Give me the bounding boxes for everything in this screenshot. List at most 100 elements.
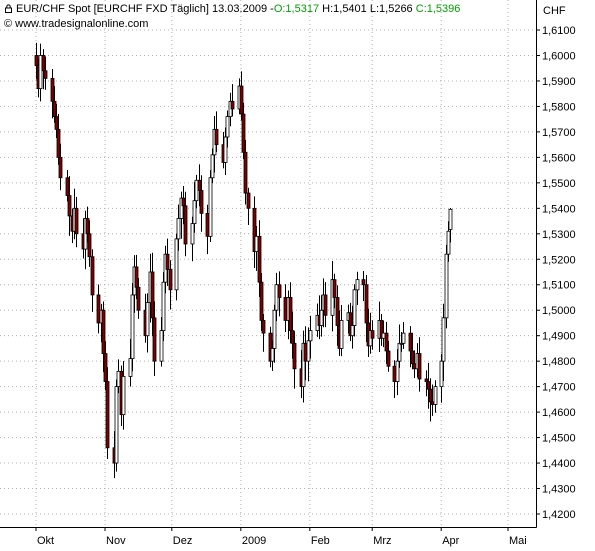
y-tick-label: 1,4900 [542,331,576,343]
candle-body [52,100,57,118]
candle-body [223,136,228,163]
candle-body [87,233,92,258]
candle-body [355,279,360,291]
candle-body [323,294,328,316]
x-tick-label: Okt [37,535,54,547]
candle-body [145,302,150,337]
candle-body [128,358,133,377]
candle-body [150,271,155,319]
y-tick-label: 1,5100 [542,280,576,292]
candle-body [257,235,262,283]
candle-body [381,332,386,339]
candle-body [214,128,219,146]
candle-body [417,353,422,380]
candle-body [395,360,400,382]
candle-body [448,208,453,230]
candle-body [339,319,344,349]
candle-body [241,113,246,153]
candle-body [197,179,202,191]
y-tick-label: 1,5600 [542,152,576,164]
y-tick-label: 1,4400 [542,458,576,470]
y-tick-label: 1,5800 [542,101,576,113]
y-tick-label: 1,5200 [542,254,576,266]
y-tick-label: 1,5400 [542,203,576,215]
candle-body [159,330,164,362]
candle-body [152,317,157,362]
candle-body [288,297,293,331]
candle-body [50,78,55,102]
candle-body [230,100,235,110]
candle-body [96,294,101,324]
y-tick-label: 1,4300 [542,484,576,496]
candle-body [34,55,39,67]
x-tick-label: Nov [106,535,126,547]
candle-body [208,177,213,237]
candle-body [392,365,397,382]
candle-body [410,350,415,365]
candle-body [332,279,337,298]
candle-body [90,256,95,296]
candle-body [350,325,355,337]
candle-body [426,381,431,390]
candle-body [292,342,297,370]
low-value: L:1,5266 [369,3,413,15]
candle-body [370,330,375,339]
separator: - [270,3,274,15]
candle-body [130,294,135,360]
candle-body [74,207,79,235]
candle-body [430,401,435,405]
candle-body [54,116,59,130]
candle-body [85,218,90,235]
candle-body [433,386,438,405]
y-tick-label: 1,5300 [542,229,576,241]
candle-body [165,253,170,270]
candle-body [101,309,106,354]
y-tick-label: 1,5700 [542,127,576,139]
x-tick-label: Mai [509,535,527,547]
candle-body [161,281,166,331]
candle-body [116,370,121,388]
y-tick-label: 1,4500 [542,433,576,445]
candle-body [190,223,195,245]
x-axis-labels: Okt Nov Dez 2009 Feb Mrz Apr Mai [37,535,527,547]
y-tick-label: 1,4700 [542,382,576,394]
lock-icon [5,4,12,13]
candle-body [181,197,186,207]
x-tick-label: Apr [442,535,459,547]
y-tick-label: 1,4200 [542,509,576,521]
candle-body [194,179,199,202]
y-tick-label: 1,5500 [542,178,576,190]
candle-body [65,177,70,196]
candle-body [103,353,108,382]
candle-body [386,350,391,367]
candle-body [121,376,126,416]
candle-body [134,266,139,288]
candle-body [183,205,188,245]
candle-body [308,330,313,342]
y-tick-label: 1,5900 [542,76,576,88]
candle-body [408,332,413,352]
candle-body [41,55,46,72]
candle-body [246,192,251,209]
candle-body [254,235,259,253]
candle-body [384,332,389,352]
y-tick-label: 1,5000 [542,305,576,317]
candle-body [58,156,63,179]
candle-body [444,253,449,319]
candle-body [168,269,173,291]
x-tick-label: Dez [173,535,193,547]
candle-body [439,360,444,388]
candle-body [56,128,61,158]
candle-body [38,55,43,89]
candle-body [441,317,446,362]
open-value: O:1,5317 [273,3,320,15]
candle-body [290,330,295,344]
candle-body [397,342,402,362]
candle-body [136,286,141,311]
candle-body [243,151,248,194]
y-tick-label: 1,4600 [542,407,576,419]
y-axis-labels: 1,4200 1,4300 1,4400 1,4500 1,4600 1,4700 1,48… [542,25,576,521]
symbol-label: EUR/CHF Spot [EURCHF FXD Täglich] [16,3,209,15]
